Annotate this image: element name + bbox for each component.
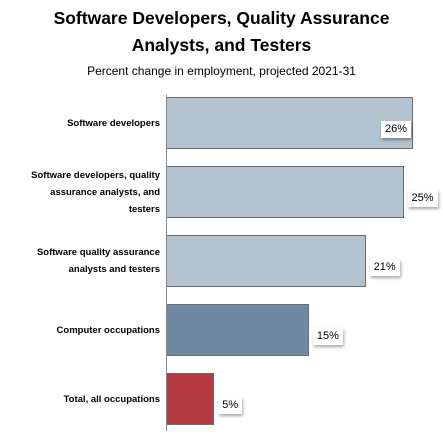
category-axis-line xyxy=(166,95,167,431)
category-label-line: Total, all occupations xyxy=(63,393,160,405)
value-label-4: 15% xyxy=(312,328,343,345)
category-label-5: Total, all occupations xyxy=(4,391,160,408)
category-label-line: testers xyxy=(128,203,160,215)
bar-4 xyxy=(167,304,309,356)
chart-title-line-1: Software Developers, Quality Assurance xyxy=(53,8,390,28)
chart-title-line-2: Analysts, and Testers xyxy=(131,35,312,55)
category-label-4: Computer occupations xyxy=(4,322,160,339)
bar-1 xyxy=(167,97,413,149)
category-label-line: Software developers, quality xyxy=(31,169,160,181)
category-label-line: Software quality assurance xyxy=(36,247,160,258)
chart-subtitle: Percent change in employment, projected … xyxy=(87,64,356,78)
category-label-line: Software developers xyxy=(67,117,160,129)
category-label-3: Software quality assurance analysts and t… xyxy=(4,244,160,278)
value-label-2: 25% xyxy=(407,190,438,207)
category-label-line: assurance analysts, and xyxy=(50,186,160,198)
bar-3 xyxy=(167,235,366,287)
value-label-3: 21% xyxy=(369,259,400,276)
category-label-line: analysts and testers xyxy=(68,264,160,275)
value-label-5: 5% xyxy=(218,397,243,414)
chart-title: Software Developers, Quality Assurance A… xyxy=(0,5,443,59)
bar-2 xyxy=(167,166,404,218)
value-label-1: 26% xyxy=(381,121,412,138)
category-label-1: Software developers xyxy=(4,115,160,132)
bar-5 xyxy=(167,373,215,425)
category-label-2: Software developers, quality assurance an… xyxy=(4,167,160,218)
category-label-line: Computer occupations xyxy=(56,324,160,336)
